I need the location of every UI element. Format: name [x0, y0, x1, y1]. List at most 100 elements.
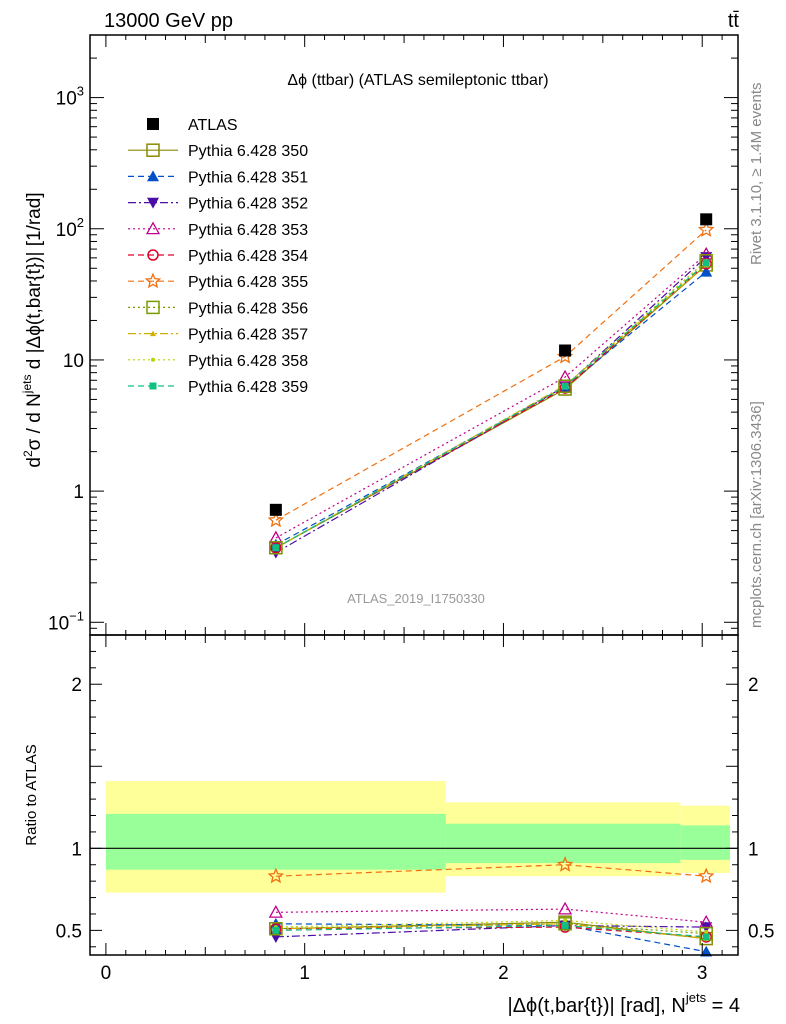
legend-label-10: Pythia 6.428 359	[188, 379, 308, 396]
main-y-tick-label-base: 10	[63, 351, 84, 372]
legend-label-2: Pythia 6.428 351	[188, 169, 308, 186]
chart-title: Δϕ (ttbar) (ATLAS semileptonic ttbar)	[287, 72, 548, 89]
ratio-point-s5-2	[697, 867, 715, 884]
main-y-tick-label-1: 1	[73, 482, 84, 503]
ratio-point-s6-1	[558, 917, 572, 931]
main-y-tick-label-base: 10	[56, 220, 77, 241]
header-left: 13000 GeV pp	[104, 10, 233, 32]
main-point-s4-1	[557, 369, 573, 383]
ratio-y-tick-label-right-1: 1	[748, 839, 759, 860]
main-line-series-6	[275, 229, 707, 521]
main-y-tick-label-4: 103	[56, 84, 84, 110]
main-y-tick-label-0: 10−1	[48, 608, 84, 634]
side-rivet-label: Rivet 3.1.10, ≥ 1.4M events	[748, 83, 765, 266]
ylabel-part-1: d	[24, 457, 45, 468]
main-y-tick-label-exp: −1	[69, 608, 84, 623]
main-point-s2-2	[700, 265, 713, 277]
ratio-y-tick-label-right-2: 2	[748, 675, 759, 696]
ylabel-part-3: d |Δϕ(t,bar{t})| [1/rad]	[24, 192, 45, 374]
main-y-tick-label-exp: 3	[77, 84, 84, 99]
ratio-band-green-0	[105, 813, 446, 870]
ratio-point-s8-2	[704, 930, 709, 935]
main-point-s0-0	[269, 503, 282, 516]
legend-label-6: Pythia 6.428 355	[188, 274, 308, 291]
x-axis-label: |Δϕ(t,bar{t})| [rad], Njets = 4	[508, 990, 741, 1017]
ratio-point-s5-0	[267, 867, 285, 884]
main-point-s7-1	[558, 379, 572, 394]
legend-marker-1	[146, 143, 160, 157]
main-point-s0-2	[700, 213, 713, 226]
legend-label-7: Pythia 6.428 356	[188, 300, 308, 317]
legend-marker-7	[146, 300, 160, 315]
ratio-point-s6-0	[269, 921, 283, 936]
ratio-bands	[90, 781, 738, 893]
legend-label-5: Pythia 6.428 354	[188, 248, 308, 265]
legend: ATLAS Pythia 6.428 350 Pythia 6.428 351 Pyt…	[128, 117, 308, 396]
ylabel-sup-jets: jets	[20, 375, 34, 395]
main-point-s10-2	[702, 259, 710, 267]
legend-marker-0	[147, 118, 159, 130]
watermark: ATLAS_2019_I1750330	[347, 591, 485, 606]
ratio-y-tick-label-left-0: 0.5	[56, 921, 82, 942]
main-y-axis-label: d2σ / d Njets d |Δϕ(t,bar{t})| [1/rad]	[20, 192, 45, 467]
legend-label-9: Pythia 6.428 358	[188, 353, 308, 370]
legend-marker-9	[151, 357, 155, 362]
header-right: tt̄	[728, 10, 740, 32]
main-series-markers	[267, 213, 715, 559]
ratio-line-series-1	[275, 923, 707, 953]
ratio-axes: 0 1 2 3 0.5 0.5 1 1 2 2	[56, 634, 774, 984]
ratio-y-tick-label-right-0: 0.5	[748, 921, 774, 942]
main-y-tick-label-2: 10	[63, 351, 84, 372]
ratio-series-markers	[267, 855, 715, 957]
legend-label-0: ATLAS	[188, 117, 238, 134]
ratio-y-tick-label-left-1: 1	[71, 839, 82, 860]
ratio-line-series-9	[275, 924, 707, 938]
main-y-tick-label-exp: 2	[77, 215, 84, 230]
ratio-point-s9-1	[561, 921, 569, 929]
ratio-point-s8-1	[563, 918, 568, 923]
ratio-point-s3-1	[557, 901, 573, 915]
main-point-s6-0	[267, 511, 285, 528]
x-axis-label-suffix: = 4	[706, 995, 740, 1017]
ratio-point-s5-1	[556, 855, 574, 872]
ratio-line-series-8	[275, 919, 707, 933]
ratio-frame	[89, 634, 739, 956]
main-point-s0-1	[559, 344, 572, 357]
ratio-line-series-3	[275, 908, 707, 923]
legend-marker-4	[145, 221, 161, 235]
legend-marker-3	[147, 197, 159, 209]
main-y-tick-label-base: 10	[48, 613, 69, 634]
legend-label-4: Pythia 6.428 353	[188, 222, 308, 239]
legend-marker-6	[144, 272, 162, 289]
x-tick-label-2: 2	[498, 963, 509, 984]
legend-marker-10	[149, 382, 157, 390]
x-tick-label-0: 0	[101, 963, 112, 984]
ratio-point-s9-2	[702, 933, 710, 941]
ratio-y-tick-label-left-2: 2	[71, 675, 82, 696]
legend-marker-8	[150, 330, 156, 337]
x-axis-label-sup: jets	[685, 990, 707, 1005]
ratio-point-s9-0	[272, 926, 280, 934]
main-point-s5-0	[270, 542, 282, 554]
legend-label-1: Pythia 6.428 350	[188, 143, 308, 160]
ylabel-part-2: σ / d N	[24, 393, 45, 450]
main-line-series-4	[275, 253, 707, 539]
ratio-point-s1-2	[700, 945, 713, 957]
ratio-y-axis-label: Ratio to ATLAS	[23, 744, 40, 845]
ratio-band-green-1	[445, 823, 681, 864]
ratio-point-s3-0	[268, 904, 283, 918]
main-point-s10-0	[272, 544, 280, 552]
main-point-s7-0	[269, 541, 283, 555]
ratio-line-series-5	[275, 864, 707, 877]
main-point-s6-2	[697, 221, 715, 237]
legend-label-8: Pythia 6.428 357	[188, 327, 308, 344]
main-line-series-2	[275, 271, 707, 546]
legend-marker-5	[147, 249, 159, 261]
main-y-tick-label-3: 102	[56, 215, 84, 241]
legend-marker-2	[147, 170, 159, 182]
ylabel-sup-2: 2	[21, 450, 35, 457]
main-y-tick-label-base: 10	[56, 89, 77, 110]
x-axis-label-main: |Δϕ(t,bar{t})| [rad], N	[508, 995, 686, 1017]
ratio-band-green-2	[680, 825, 731, 860]
